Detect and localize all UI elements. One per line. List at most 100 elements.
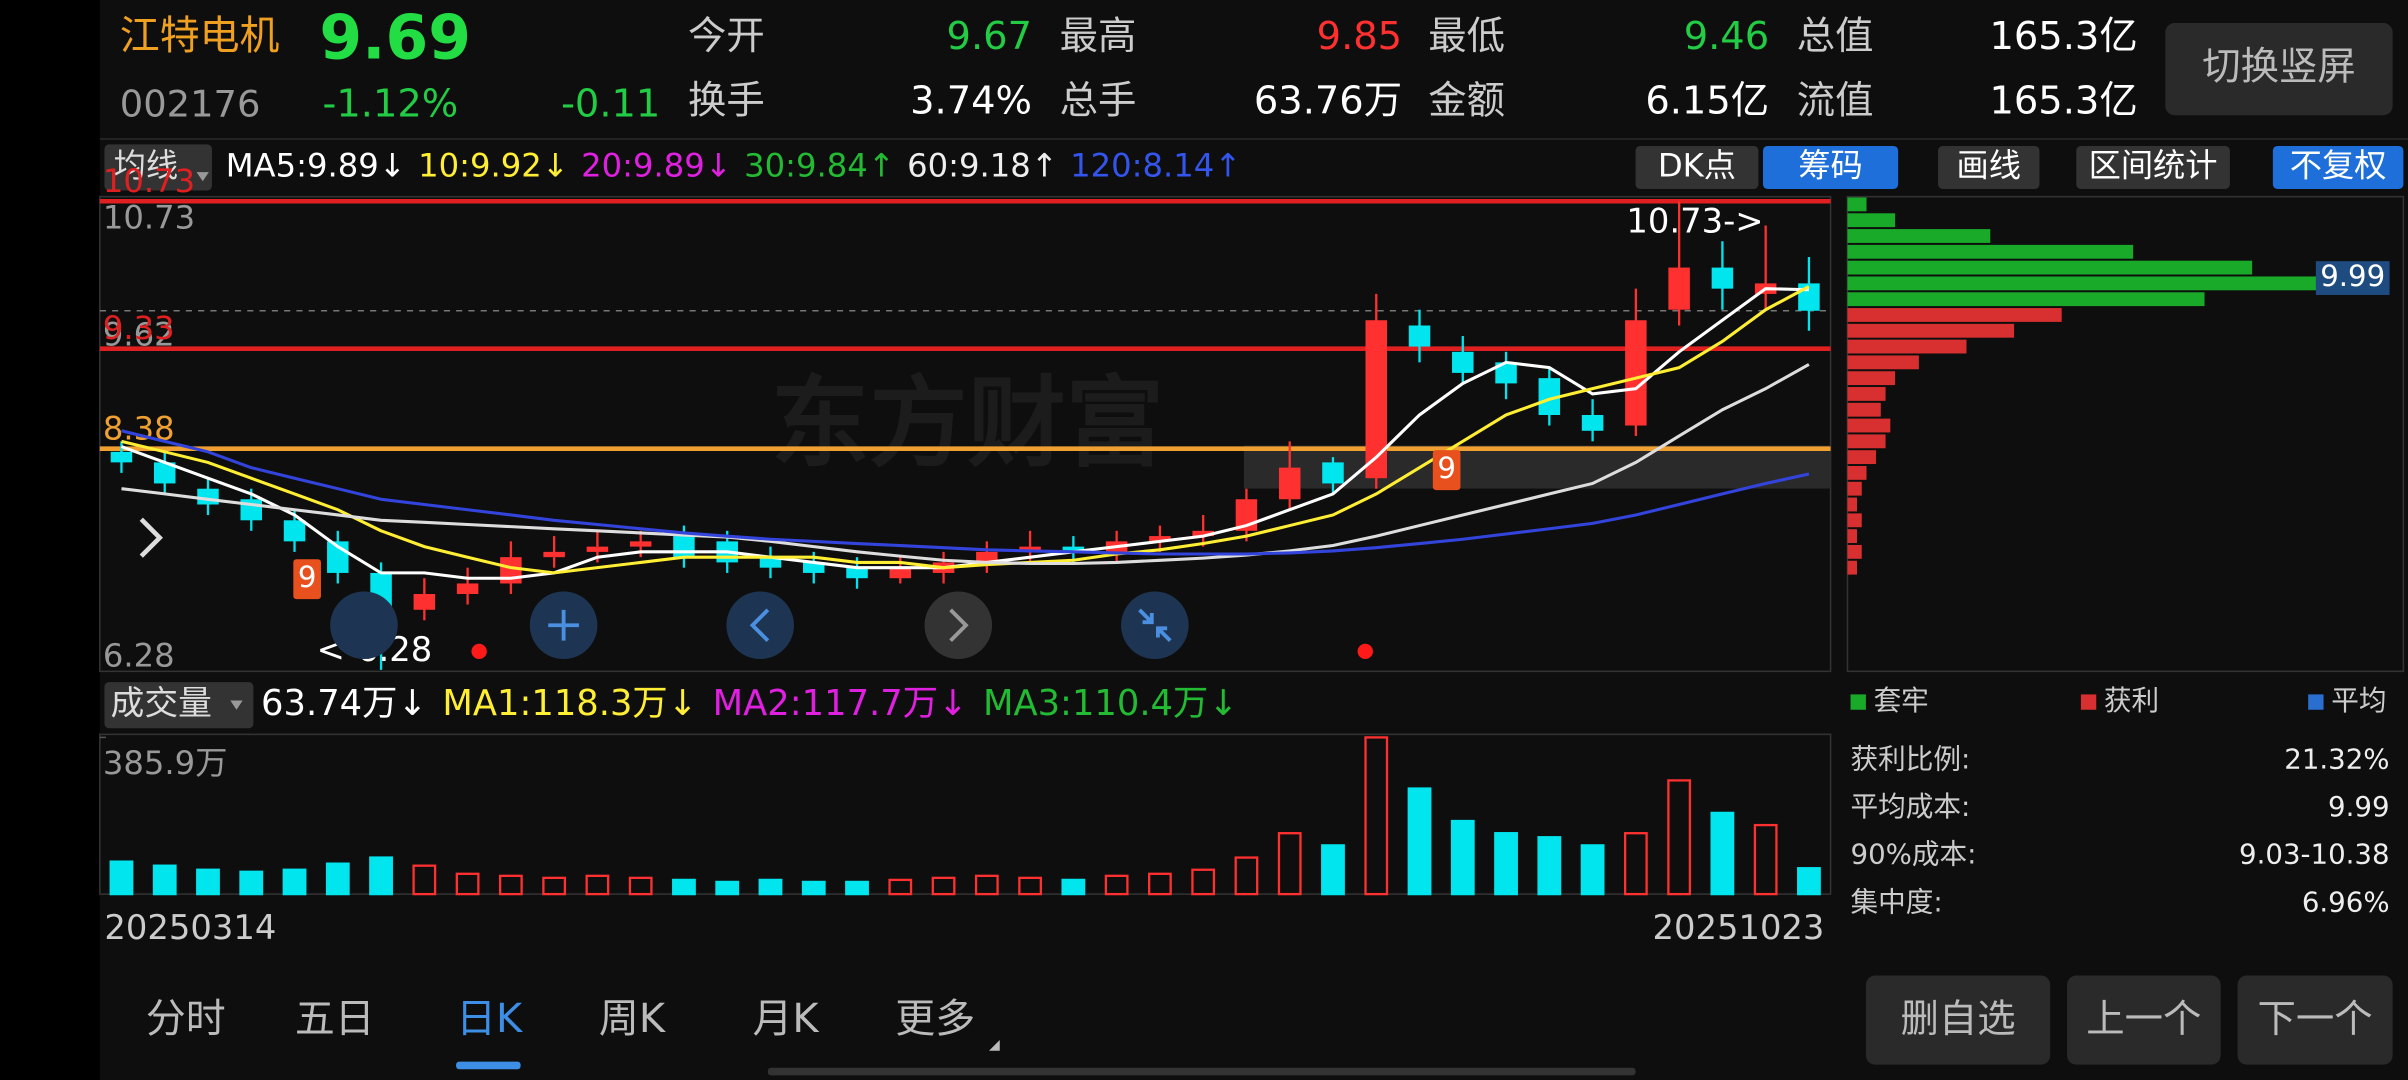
orientation-button[interactable] — [2165, 23, 2393, 116]
tab-underline — [456, 1061, 521, 1070]
volume-bar — [196, 868, 220, 896]
chart-control[interactable] — [924, 591, 993, 660]
chart-control[interactable] — [726, 591, 794, 660]
chip-stat-label: 获利比例: — [1851, 742, 1971, 775]
volume-bar — [1710, 811, 1735, 896]
stat-value: 6.15亿 — [1645, 78, 1769, 123]
stat-label: 换手 — [688, 78, 765, 123]
divider — [99, 138, 2408, 140]
action-button[interactable] — [1865, 975, 2051, 1065]
volume-bar — [498, 874, 523, 896]
chart-control[interactable] — [330, 591, 398, 660]
toolbar-button[interactable] — [1763, 145, 1899, 189]
orientation-button-label[interactable]: 切换竖屏 — [2202, 45, 2355, 90]
y-tick-label: 6.28 — [103, 637, 175, 675]
chart-control[interactable] — [1121, 591, 1189, 660]
candle-body — [629, 541, 652, 547]
period-tab[interactable]: 周K — [599, 996, 667, 1042]
stat-label: 最高 — [1060, 14, 1137, 59]
period-tab[interactable]: 日K — [456, 996, 524, 1042]
toolbar-button[interactable] — [2272, 145, 2404, 189]
volume-legend: MA2:117.7万↓ — [713, 683, 968, 724]
candle-body — [1062, 546, 1085, 552]
ma-legend: 20:9.89↓ — [581, 146, 732, 184]
toolbar-button[interactable] — [1635, 145, 1759, 189]
candle-body — [1711, 267, 1734, 289]
chip-stat-value: 9.99 — [2328, 790, 2390, 823]
chip-stat-value: 21.32% — [2284, 742, 2389, 775]
y-tick-label: 10.73 — [103, 199, 195, 237]
action-button-label[interactable]: 上一个 — [2086, 997, 2201, 1042]
ma-line — [121, 429, 1810, 556]
ma-line — [121, 285, 1810, 575]
chip-bar — [1847, 323, 2015, 338]
candle-body — [1192, 530, 1214, 537]
chip-stat-value: 6.96% — [2302, 885, 2390, 918]
signal-dot — [1357, 643, 1373, 660]
td-mark-box — [293, 559, 321, 600]
volume-bar — [758, 878, 783, 896]
icon-left — [749, 608, 770, 642]
candle-body — [110, 451, 133, 463]
ma-legend: 30:9.84↑ — [744, 146, 895, 184]
td-mark: 9 — [1437, 451, 1456, 485]
date-end: 20251023 — [1653, 908, 1825, 947]
action-button-label[interactable]: 删自选 — [1900, 997, 2015, 1042]
candle-body — [1408, 325, 1431, 347]
period-tab[interactable]: 更多 — [895, 996, 975, 1042]
period-tab[interactable]: 五日 — [295, 996, 375, 1042]
volume-bar — [1277, 832, 1302, 896]
period-tab[interactable]: 分时 — [146, 996, 226, 1042]
ma-select[interactable] — [104, 144, 212, 191]
volume-bar — [672, 878, 696, 896]
volume-bar — [931, 876, 956, 896]
candle-body — [586, 546, 609, 552]
toolbar-button-label[interactable]: 筹码 — [1798, 146, 1862, 184]
chip-bar — [1847, 529, 1857, 544]
stock-code: 002176 — [120, 82, 261, 125]
volume-bar — [628, 876, 653, 896]
volume-bar — [845, 880, 869, 896]
candle-body — [1278, 467, 1301, 500]
chip-bar — [1847, 387, 1886, 401]
volume-bar — [974, 874, 999, 896]
icon-right — [949, 608, 969, 642]
legend-swatch — [2080, 694, 2097, 710]
toolbar-button-label[interactable]: 不复权 — [2290, 146, 2387, 184]
scroll-indicator — [767, 1067, 1636, 1076]
chip-bar — [1847, 292, 2205, 307]
candle-body — [1149, 536, 1171, 542]
toolbar-button-label[interactable]: DK点 — [1658, 146, 1736, 184]
action-button[interactable] — [2237, 975, 2393, 1065]
volume-legend: MA3:110.4万↓ — [983, 683, 1238, 724]
chip-stat-value: 9.03-10.38 — [2239, 838, 2390, 871]
ma-legend: 120:8.14↑ — [1070, 146, 1241, 184]
stat-label: 金额 — [1428, 78, 1505, 123]
action-button[interactable] — [2067, 975, 2221, 1065]
action-button-label[interactable]: 下一个 — [2258, 997, 2373, 1042]
avg-cost-label: 9.99 — [2320, 259, 2385, 293]
level-label: 9.33 — [103, 309, 175, 347]
stat-label: 今开 — [688, 14, 765, 59]
toolbar-button[interactable] — [2076, 145, 2230, 189]
candle-body — [673, 536, 695, 558]
candle-body — [153, 462, 176, 484]
volume-select[interactable] — [104, 682, 254, 729]
chip-bar — [1847, 544, 1862, 559]
toolbar-button-label[interactable]: 画线 — [1957, 146, 2021, 184]
volume-bar — [455, 872, 480, 896]
toolbar-button-label[interactable]: 区间统计 — [2089, 146, 2218, 184]
icon-expand — [139, 517, 163, 558]
stat-value: 9.85 — [1317, 14, 1402, 59]
chip-bar — [1847, 197, 1867, 212]
chip-stat-label: 集中度: — [1851, 885, 1943, 918]
candle-body — [543, 551, 565, 558]
chip-bar — [1847, 418, 1891, 433]
toolbar-button[interactable] — [1938, 145, 2040, 189]
stat-label: 流值 — [1797, 78, 1874, 123]
volume-bar — [542, 876, 567, 896]
dropdown-arrow — [196, 172, 209, 182]
volume-bar — [801, 880, 826, 896]
period-tab[interactable]: 月K — [753, 996, 821, 1042]
